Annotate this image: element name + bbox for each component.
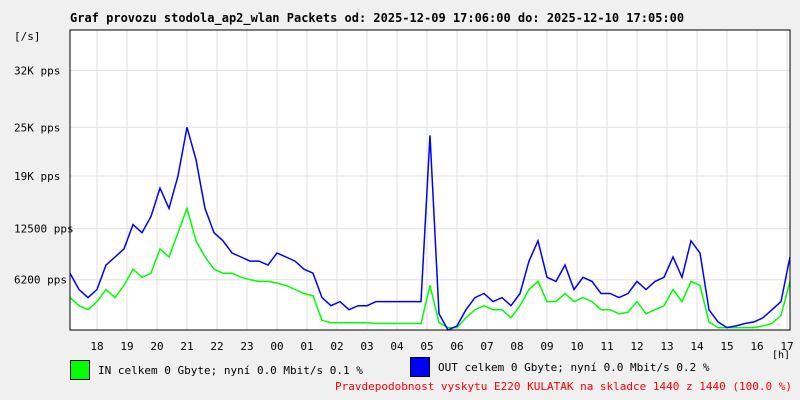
x-tick-label: 06 xyxy=(450,340,463,353)
x-tick-label: 07 xyxy=(480,340,493,353)
x-tick-label: 13 xyxy=(660,340,673,353)
legend-in: IN celkem 0 Gbyte; nyní 0.0 Mbit/s 0.1 % xyxy=(70,360,363,380)
x-tick-label: 08 xyxy=(510,340,523,353)
plot-area xyxy=(70,30,790,330)
x-tick-label: 21 xyxy=(180,340,193,353)
x-tick-label: 23 xyxy=(240,340,253,353)
x-tick-label: 12 xyxy=(630,340,643,353)
y-tick-label: 25K pps xyxy=(14,121,60,134)
x-tick-label: 14 xyxy=(690,340,704,353)
chart-title: Graf provozu stodola_ap2_wlan Packets od… xyxy=(70,11,685,25)
y-tick-label: 32K pps xyxy=(14,65,60,78)
x-tick-label: 18 xyxy=(90,340,103,353)
x-tick-label: 11 xyxy=(600,340,613,353)
x-tick-label: 19 xyxy=(120,340,133,353)
x-tick-label: 05 xyxy=(420,340,433,353)
x-tick-label: 01 xyxy=(300,340,313,353)
x-tick-label: 17 xyxy=(780,340,793,353)
x-tick-label: 09 xyxy=(540,340,553,353)
series-line-in xyxy=(69,205,791,329)
series-line-out xyxy=(69,127,791,331)
x-tick-label: 03 xyxy=(360,340,373,353)
legend-out: OUT celkem 0 Gbyte; nyní 0.0 Mbit/s 0.2 … xyxy=(410,357,710,377)
x-tick-label: 22 xyxy=(210,340,223,353)
x-tick-label: 02 xyxy=(330,340,343,353)
x-tick-label: 04 xyxy=(390,340,404,353)
x-axis-unit: [h] xyxy=(772,350,791,361)
traffic-chart: 6200 pps 12500 pps 19K pps 25K pps 32K pps 18… xyxy=(14,29,794,353)
x-tick-label: 00 xyxy=(270,340,283,353)
legend-out-swatch xyxy=(410,357,430,377)
x-tick-label: 15 xyxy=(720,340,733,353)
x-tick-label: 16 xyxy=(750,340,763,353)
y-axis-unit: [/s] xyxy=(14,30,41,43)
x-tick-label: 10 xyxy=(570,340,583,353)
plot-border xyxy=(69,29,791,331)
legend-out-label: OUT celkem 0 Gbyte; nyní 0.0 Mbit/s 0.2 … xyxy=(438,360,710,374)
y-tick-label: 6200 pps xyxy=(14,274,67,287)
x-tick-label: 20 xyxy=(150,340,163,353)
legend-in-swatch xyxy=(70,360,90,380)
y-tick-label: 12500 pps xyxy=(14,223,74,236)
y-tick-label: 19K pps xyxy=(14,170,60,183)
footnote: Pravdepodobnost vyskytu E220 KULATAK na … xyxy=(335,380,792,393)
legend-in-label: IN celkem 0 Gbyte; nyní 0.0 Mbit/s 0.1 % xyxy=(98,363,363,377)
